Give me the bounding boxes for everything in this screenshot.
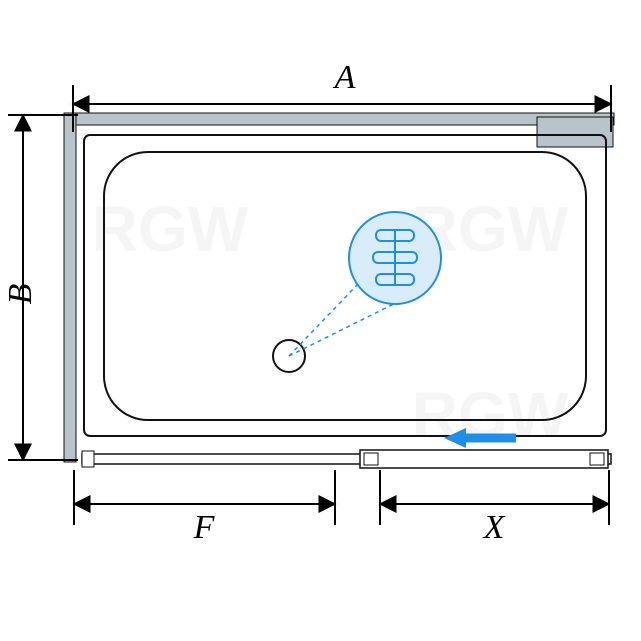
rail-block — [537, 117, 613, 147]
dim-label-X: X — [482, 509, 506, 546]
wall-top — [64, 113, 614, 125]
watermark: RGW — [92, 193, 249, 265]
dim-label-F: F — [193, 509, 216, 546]
wall-left — [64, 113, 76, 462]
dim-label-A: A — [333, 59, 356, 96]
dim-label-B: B — [2, 283, 39, 304]
sliding-door — [360, 450, 608, 468]
